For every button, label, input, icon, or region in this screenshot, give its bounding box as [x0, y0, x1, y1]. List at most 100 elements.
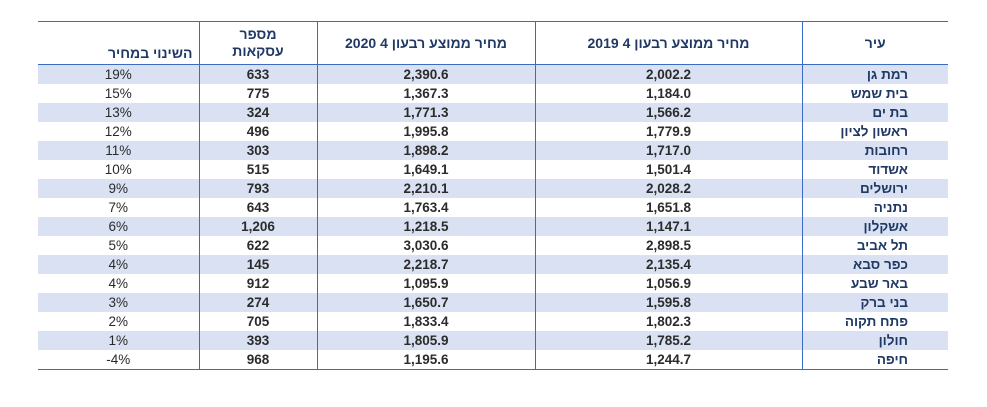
header-deal-count: מספר עסקאות: [198, 21, 317, 65]
price-change-cell: 7%: [108, 200, 128, 215]
avg-price-2019-cell: 1,717.0: [534, 141, 802, 160]
header-avg-price-2019: מחיר ממוצע רבעון 4 2019: [534, 21, 802, 65]
price-change-cell: 4%: [38, 255, 199, 274]
table-row: 5% 622 3,030.6 2,898.5 תל אביב: [38, 236, 948, 255]
price-change-cell: 2%: [108, 314, 128, 329]
price-change-cell: 10%: [104, 162, 132, 177]
city-name-cell: חולון: [801, 331, 948, 350]
avg-price-2019-cell: 1,501.4: [534, 160, 802, 179]
price-change-cell: 1%: [38, 331, 199, 350]
header-city: עיר: [801, 21, 948, 65]
table-row: 10% 515 1,649.1 1,501.4 אשדוד: [38, 160, 948, 179]
city-name-cell: ראשון לציון: [801, 122, 948, 141]
avg-price-2020-cell: 1,650.7: [316, 293, 535, 312]
avg-price-2020-cell: 2,210.1: [316, 179, 535, 198]
deal-count-cell: 968: [198, 350, 317, 370]
price-change-cell: 9%: [38, 179, 199, 198]
table-row: -4% 968 1,195.6 1,244.7 חיפה: [38, 350, 948, 370]
deal-count-cell: 496: [198, 122, 317, 141]
avg-price-2019-cell: 1,595.8: [534, 293, 802, 312]
city-name-cell: נתניה: [801, 198, 948, 217]
price-change-cell: 4%: [108, 276, 128, 291]
city-name-cell: באר שבע: [801, 274, 948, 293]
price-change-cell: -4%: [38, 350, 199, 370]
avg-price-2019-cell: 1,779.9: [534, 122, 802, 141]
deal-count-cell: 633: [198, 64, 317, 84]
avg-price-2019-cell: 2,002.2: [534, 64, 802, 84]
table-row: 4% 145 2,218.7 2,135.4 כפר סבא: [38, 255, 948, 274]
city-name-cell: בית שמש: [801, 84, 948, 103]
header-avg-price-2020: מחיר ממוצע רבעון 4 2020: [316, 21, 535, 65]
deal-count-cell: 912: [198, 274, 317, 293]
deal-count-cell: 324: [198, 103, 317, 122]
header-row: השינוי במחיר מספר עסקאות מחיר ממוצע רבעו…: [38, 21, 948, 65]
avg-price-2020-cell: 1,771.3: [316, 103, 535, 122]
deal-count-cell: 393: [198, 331, 317, 350]
city-name-cell: פתח תקוה: [801, 312, 948, 331]
avg-price-2020-cell: 1,218.5: [316, 217, 535, 236]
header-price-change: השינוי במחיר: [38, 21, 199, 65]
price-change-cell: 11%: [38, 141, 199, 160]
avg-price-2020-cell: 1,195.6: [316, 350, 535, 370]
city-name-cell: רחובות: [801, 141, 948, 160]
avg-price-2019-cell: 1,184.0: [534, 84, 802, 103]
table-row: 4% 912 1,095.9 1,056.9 באר שבע: [38, 274, 948, 293]
table-header: השינוי במחיר מספר עסקאות מחיר ממוצע רבעו…: [38, 21, 948, 65]
avg-price-2019-cell: 2,135.4: [534, 255, 802, 274]
price-change-cell: 13%: [38, 103, 199, 122]
avg-price-2019-cell: 1,651.8: [534, 198, 802, 217]
deal-count-cell: 1,206: [198, 217, 317, 236]
avg-price-2020-cell: 2,390.6: [316, 64, 535, 84]
deal-count-cell: 793: [198, 179, 317, 198]
table-row: 6% 1,206 1,218.5 1,147.1 אשקלון: [38, 217, 948, 236]
deal-count-cell: 643: [198, 198, 317, 217]
deal-count-cell: 145: [198, 255, 317, 274]
deal-count-cell: 622: [198, 236, 317, 255]
table-row: 7% 643 1,763.4 1,651.8 נתניה: [38, 198, 948, 217]
city-name-cell: אשקלון: [801, 217, 948, 236]
deal-count-cell: 515: [198, 160, 317, 179]
avg-price-2019-cell: 1,147.1: [534, 217, 802, 236]
avg-price-2020-cell: 1,995.8: [316, 122, 535, 141]
city-name-cell: אשדוד: [801, 160, 948, 179]
table-row: 12% 496 1,995.8 1,779.9 ראשון לציון: [38, 122, 948, 141]
price-change-cell: 6%: [38, 217, 199, 236]
price-change-cell: 15%: [104, 86, 132, 101]
avg-price-2020-cell: 1,805.9: [316, 331, 535, 350]
avg-price-2020-cell: 1,898.2: [316, 141, 535, 160]
table-row: 1% 393 1,805.9 1,785.2 חולון: [38, 331, 948, 350]
city-name-cell: תל אביב: [801, 236, 948, 255]
avg-price-2019-cell: 1,566.2: [534, 103, 802, 122]
avg-price-2020-cell: 1,763.4: [316, 198, 535, 217]
avg-price-2020-cell: 1,095.9: [316, 274, 535, 293]
city-name-cell: רמת גן: [801, 64, 948, 84]
city-name-cell: ירושלים: [801, 179, 948, 198]
table-row: 2% 705 1,833.4 1,802.3 פתח תקוה: [38, 312, 948, 331]
deal-count-cell: 303: [198, 141, 317, 160]
avg-price-2019-cell: 1,056.9: [534, 274, 802, 293]
avg-price-2020-cell: 1,833.4: [316, 312, 535, 331]
price-change-cell: 12%: [104, 124, 132, 139]
avg-price-2019-cell: 1,244.7: [534, 350, 802, 370]
table-row: 3% 274 1,650.7 1,595.8 בני ברק: [38, 293, 948, 312]
city-name-cell: בני ברק: [801, 293, 948, 312]
avg-price-2019-cell: 1,785.2: [534, 331, 802, 350]
deal-count-cell: 705: [198, 312, 317, 331]
city-name-cell: בת ים: [801, 103, 948, 122]
table-row: 13% 324 1,771.3 1,566.2 בת ים: [38, 103, 948, 122]
avg-price-2019-cell: 2,028.2: [534, 179, 802, 198]
avg-price-2020-cell: 1,367.3: [316, 84, 535, 103]
deal-count-cell: 775: [198, 84, 317, 103]
deal-count-cell: 274: [198, 293, 317, 312]
city-price-table: השינוי במחיר מספר עסקאות מחיר ממוצע רבעו…: [38, 21, 948, 370]
price-change-cell: 3%: [38, 293, 199, 312]
table-row: 15% 775 1,367.3 1,184.0 בית שמש: [38, 84, 948, 103]
avg-price-2019-cell: 1,802.3: [534, 312, 802, 331]
table-row: 9% 793 2,210.1 2,028.2 ירושלים: [38, 179, 948, 198]
avg-price-2020-cell: 3,030.6: [316, 236, 535, 255]
price-change-cell: 5%: [108, 238, 128, 253]
table-row: 19% 633 2,390.6 2,002.2 רמת גן: [38, 64, 948, 84]
city-name-cell: חיפה: [801, 350, 948, 370]
table-body: 19% 633 2,390.6 2,002.2 רמת גן 15% 775 1,367.3 1…: [38, 64, 948, 370]
avg-price-2019-cell: 2,898.5: [534, 236, 802, 255]
